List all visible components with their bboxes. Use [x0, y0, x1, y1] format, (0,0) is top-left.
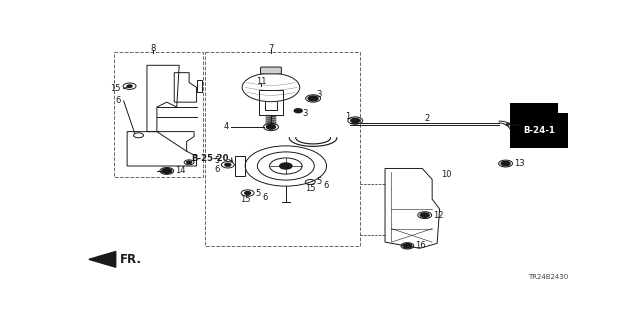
- Text: 12: 12: [433, 211, 444, 220]
- Polygon shape: [89, 251, 116, 267]
- Circle shape: [127, 85, 132, 87]
- Text: 14: 14: [175, 167, 186, 175]
- Circle shape: [244, 191, 251, 195]
- Text: 6: 6: [214, 165, 220, 174]
- Text: FR.: FR.: [120, 253, 141, 266]
- Circle shape: [403, 244, 412, 248]
- Circle shape: [294, 109, 302, 113]
- Text: TR24B2430: TR24B2430: [528, 273, 568, 279]
- Text: B-25-20: B-25-20: [191, 154, 229, 163]
- Text: 3: 3: [302, 109, 308, 118]
- Circle shape: [351, 118, 360, 123]
- Circle shape: [187, 161, 191, 164]
- Text: 15: 15: [305, 184, 316, 193]
- Text: 1: 1: [345, 112, 351, 121]
- FancyBboxPatch shape: [260, 67, 282, 74]
- Circle shape: [280, 163, 292, 169]
- Text: 6: 6: [323, 181, 328, 190]
- Circle shape: [266, 125, 275, 129]
- Text: 2: 2: [424, 114, 430, 122]
- Text: 5: 5: [316, 177, 321, 187]
- Text: B-24-1: B-24-1: [523, 126, 555, 135]
- Text: 4: 4: [223, 122, 229, 131]
- Text: 3: 3: [317, 90, 322, 99]
- Text: 8: 8: [151, 44, 156, 53]
- Text: 6: 6: [262, 193, 268, 202]
- Text: 5: 5: [214, 156, 220, 165]
- Circle shape: [225, 163, 231, 166]
- Text: 6: 6: [115, 96, 121, 105]
- Circle shape: [420, 213, 429, 217]
- Text: 5: 5: [255, 189, 261, 197]
- Circle shape: [162, 168, 172, 174]
- Circle shape: [308, 96, 318, 101]
- Text: 13: 13: [514, 159, 525, 168]
- Text: 16: 16: [415, 241, 426, 250]
- Text: 11: 11: [256, 77, 266, 86]
- Text: 7: 7: [268, 44, 274, 53]
- Circle shape: [501, 161, 510, 166]
- Text: B-24: B-24: [523, 116, 545, 125]
- Text: 10: 10: [441, 170, 452, 179]
- Text: 15: 15: [110, 84, 121, 93]
- Text: 15: 15: [240, 196, 250, 204]
